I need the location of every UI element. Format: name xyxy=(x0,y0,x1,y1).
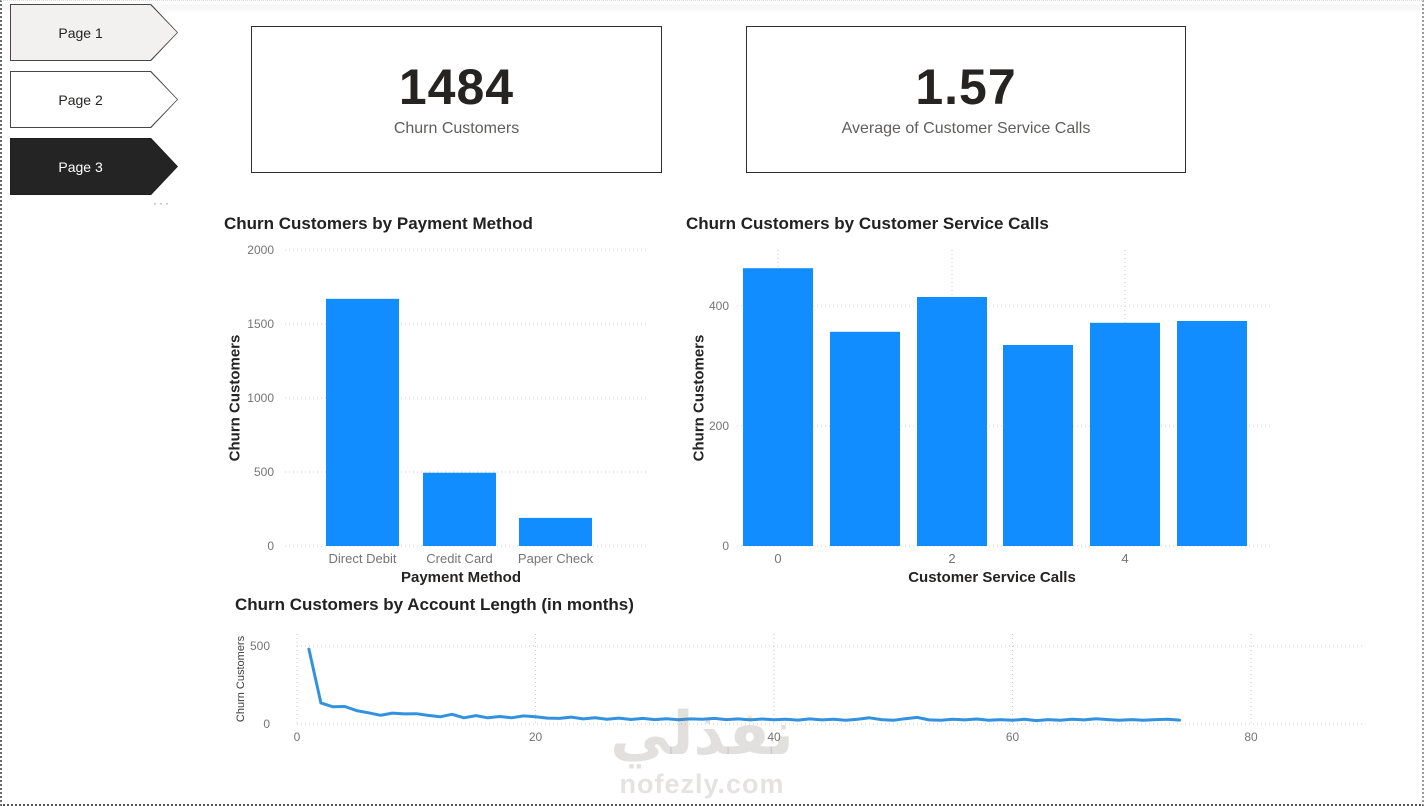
bar-calls-4[interactable] xyxy=(1090,322,1160,546)
page-tab-2-fill xyxy=(11,72,177,127)
page-tab-3-label: Page 3 xyxy=(58,158,103,175)
tick-label: 1000 xyxy=(247,391,274,405)
watermark: نفذلي nofezly.com xyxy=(610,701,794,800)
tick-label: 2 xyxy=(948,551,955,566)
page-tab-3-active[interactable]: Page 3 xyxy=(10,138,178,195)
x-axis-title-payment-method: Payment Method xyxy=(400,569,522,586)
tick-label: 0 xyxy=(294,730,301,744)
page-tab-2-label: Page 2 xyxy=(58,91,103,108)
more-options-icon[interactable]: ··· xyxy=(153,196,171,210)
page-tab-1[interactable]: Page 1 xyxy=(10,4,178,61)
kpi-card-avg-service-calls: 1.57 Average of Customer Service Calls xyxy=(746,26,1186,173)
x-axis-title-service-calls: Customer Service Calls xyxy=(908,569,1076,586)
kpi-label: Churn Customers xyxy=(393,120,520,138)
watermark-arabic-text: نفذلي xyxy=(610,699,794,769)
bar-direct-debit[interactable] xyxy=(326,298,399,546)
tick-label: Direct Debit xyxy=(329,551,397,566)
tick-label: 0 xyxy=(267,539,274,553)
bar-credit-card[interactable] xyxy=(423,472,496,546)
page-tab-1-fill xyxy=(11,5,177,60)
chart-title-service-calls: Churn Customers by Customer Service Call… xyxy=(686,214,1049,233)
tick-label: 20 xyxy=(529,730,543,744)
bar-calls-0[interactable] xyxy=(743,268,813,546)
watermark-domain-text: nofezly.com xyxy=(619,769,785,799)
bar-paper-check[interactable] xyxy=(519,517,592,546)
tick-label: 40 xyxy=(767,730,781,744)
page-tab-1-label: Page 1 xyxy=(58,24,103,41)
tick-label: 2000 xyxy=(247,243,274,257)
tick-label: 0 xyxy=(263,717,270,731)
chart-title-payment-method: Churn Customers by Payment Method xyxy=(224,214,533,233)
y-axis-title-chart2: Churn Customers xyxy=(690,334,708,462)
tick-label: 500 xyxy=(254,465,274,479)
tick-label: 4 xyxy=(1121,551,1128,566)
kpi-value: 1484 xyxy=(398,58,515,115)
bar-calls-1[interactable] xyxy=(830,331,900,546)
y-axis-title-chart1: Churn Customers xyxy=(226,334,244,462)
kpi-label: Average of Customer Service Calls xyxy=(841,120,1091,138)
tick-label: 0 xyxy=(774,551,781,566)
tick-label: 0 xyxy=(722,539,729,553)
bar-calls-3[interactable] xyxy=(1003,345,1073,546)
bar-calls-5[interactable] xyxy=(1177,321,1247,546)
line-series-churn-by-account-length[interactable] xyxy=(307,647,1181,723)
chart-title-account-length: Churn Customers by Account Length (in mo… xyxy=(235,595,634,614)
page-tab-3-fill xyxy=(11,139,177,194)
tick-label: 500 xyxy=(250,639,270,653)
tick-label: 200 xyxy=(709,419,729,433)
tick-label: Paper Check xyxy=(518,551,594,566)
page-tab-2[interactable]: Page 2 xyxy=(10,71,178,128)
kpi-card-churn-customers: 1484 Churn Customers xyxy=(251,26,662,173)
y-axis-title-chart3: Churn Customers xyxy=(235,635,247,723)
tick-label: 60 xyxy=(1006,730,1020,744)
bar-calls-2[interactable] xyxy=(917,297,987,546)
tick-label: 80 xyxy=(1244,730,1258,744)
kpi-value: 1.57 xyxy=(915,58,1017,115)
tick-label: 1500 xyxy=(247,317,274,331)
tick-label: Credit Card xyxy=(426,551,492,566)
tick-label: 400 xyxy=(709,299,729,313)
